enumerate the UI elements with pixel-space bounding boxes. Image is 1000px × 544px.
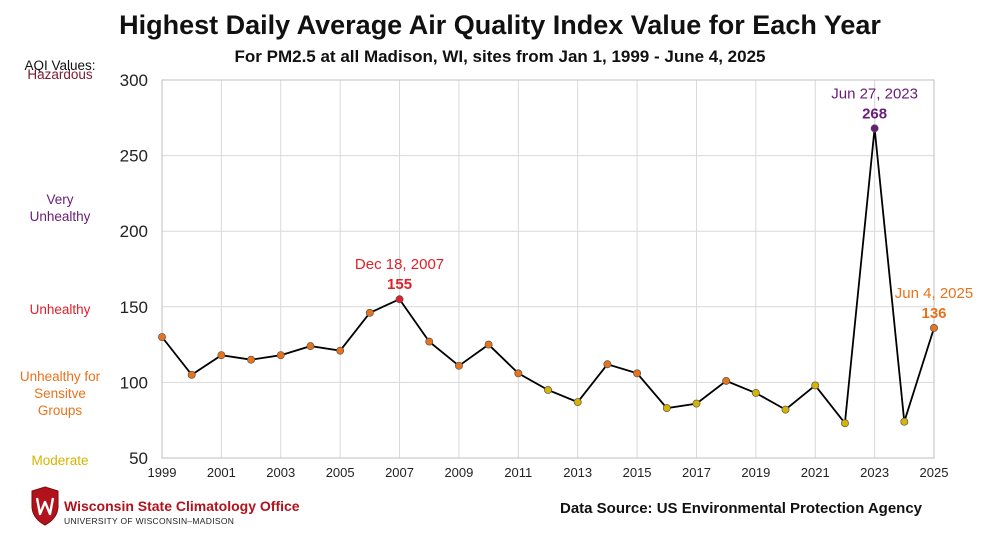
- data-point: [544, 386, 552, 394]
- chart-grid: [161, 79, 935, 459]
- data-point: [247, 355, 256, 364]
- x-tick-label: 2003: [266, 465, 295, 480]
- x-tick-label: 2011: [504, 465, 532, 480]
- data-point: [425, 337, 434, 346]
- x-tick-label: 1999: [148, 465, 177, 480]
- x-tick-label: 2013: [563, 465, 592, 480]
- data-point: [454, 361, 463, 370]
- data-point: [187, 370, 196, 379]
- data-point: [484, 340, 493, 349]
- plot-border: [161, 79, 935, 459]
- aqi-category-label: Unhealthy for Sensitve Groups: [19, 369, 101, 419]
- x-tick-label: 2023: [860, 465, 889, 480]
- aqi-category-label: Very Unhealthy: [29, 192, 91, 225]
- data-point: [900, 417, 909, 426]
- data-point: [573, 398, 582, 407]
- data-point: [662, 404, 671, 413]
- x-tick-label: 2005: [326, 465, 355, 480]
- data-point: [365, 308, 374, 317]
- series-points: [158, 124, 938, 428]
- annotation-date: Jun 27, 2023: [831, 85, 918, 102]
- data-point: [870, 124, 879, 133]
- chart-subtitle: For PM2.5 at all Madison, WI, sites from…: [234, 47, 766, 66]
- y-tick-label: 300: [120, 71, 148, 90]
- x-tick-label: 2019: [741, 465, 770, 480]
- x-tick-label: 2017: [682, 465, 711, 480]
- logo-title: Wisconsin State Climatology Office: [64, 498, 300, 514]
- data-point: [840, 419, 849, 428]
- aqi-category-label: Moderate: [31, 453, 89, 468]
- annotation-value: 268: [862, 105, 887, 122]
- data-point: [751, 389, 760, 397]
- data-point: [811, 381, 820, 390]
- data-point: [930, 324, 938, 332]
- data-point: [603, 360, 612, 369]
- chart-title: Highest Daily Average Air Quality Index …: [119, 10, 881, 40]
- data-point: [217, 351, 226, 360]
- data-point: [306, 342, 315, 351]
- y-tick-label: 100: [120, 373, 148, 392]
- y-axis-ticks: 50 100 150 200 250 300: [120, 71, 148, 468]
- x-tick-label: 2021: [801, 465, 830, 480]
- y-tick-label: 50: [129, 449, 148, 468]
- data-point: [722, 376, 731, 385]
- data-point: [395, 295, 404, 304]
- annotation-date: Dec 18, 2007: [355, 256, 444, 273]
- y-tick-label: 150: [120, 298, 148, 317]
- peak-annotations: Dec 18, 2007 155 Jun 27, 2023 268 Jun 4, 202…: [355, 85, 973, 322]
- aqi-category-label: Hazardous: [27, 67, 93, 82]
- aqi-category-label: Unhealthy: [29, 302, 91, 318]
- x-tick-label: 2007: [385, 465, 414, 480]
- data-point: [336, 346, 345, 355]
- y-tick-label: 250: [120, 147, 148, 166]
- x-tick-label: 2015: [623, 465, 652, 480]
- data-source: Data Source: US Environmental Protection…: [560, 500, 923, 517]
- data-point: [781, 405, 790, 414]
- x-tick-label: 2025: [920, 465, 949, 480]
- x-axis-ticks: 1999 2001 2003 2005 2007 2009 2011 2013 2015 2017…: [148, 465, 949, 480]
- uw-crest-icon: [31, 486, 59, 526]
- data-point: [276, 351, 285, 360]
- data-point: [633, 369, 642, 378]
- data-point: [158, 333, 166, 341]
- annotation-date: Jun 4, 2025: [895, 285, 973, 302]
- aqi-axis-title: AQI Values:: [24, 58, 96, 73]
- data-point: [692, 399, 701, 408]
- series-line: [161, 128, 935, 426]
- annotation-value: 155: [387, 276, 412, 293]
- annotation-value: 136: [921, 305, 946, 322]
- x-tick-label: 2009: [444, 465, 473, 480]
- y-tick-label: 200: [120, 222, 148, 241]
- data-point: [514, 369, 523, 378]
- logo-subtitle: UNIVERSITY OF WISCONSIN–MADISON: [64, 516, 235, 526]
- x-tick-label: 2001: [207, 465, 236, 480]
